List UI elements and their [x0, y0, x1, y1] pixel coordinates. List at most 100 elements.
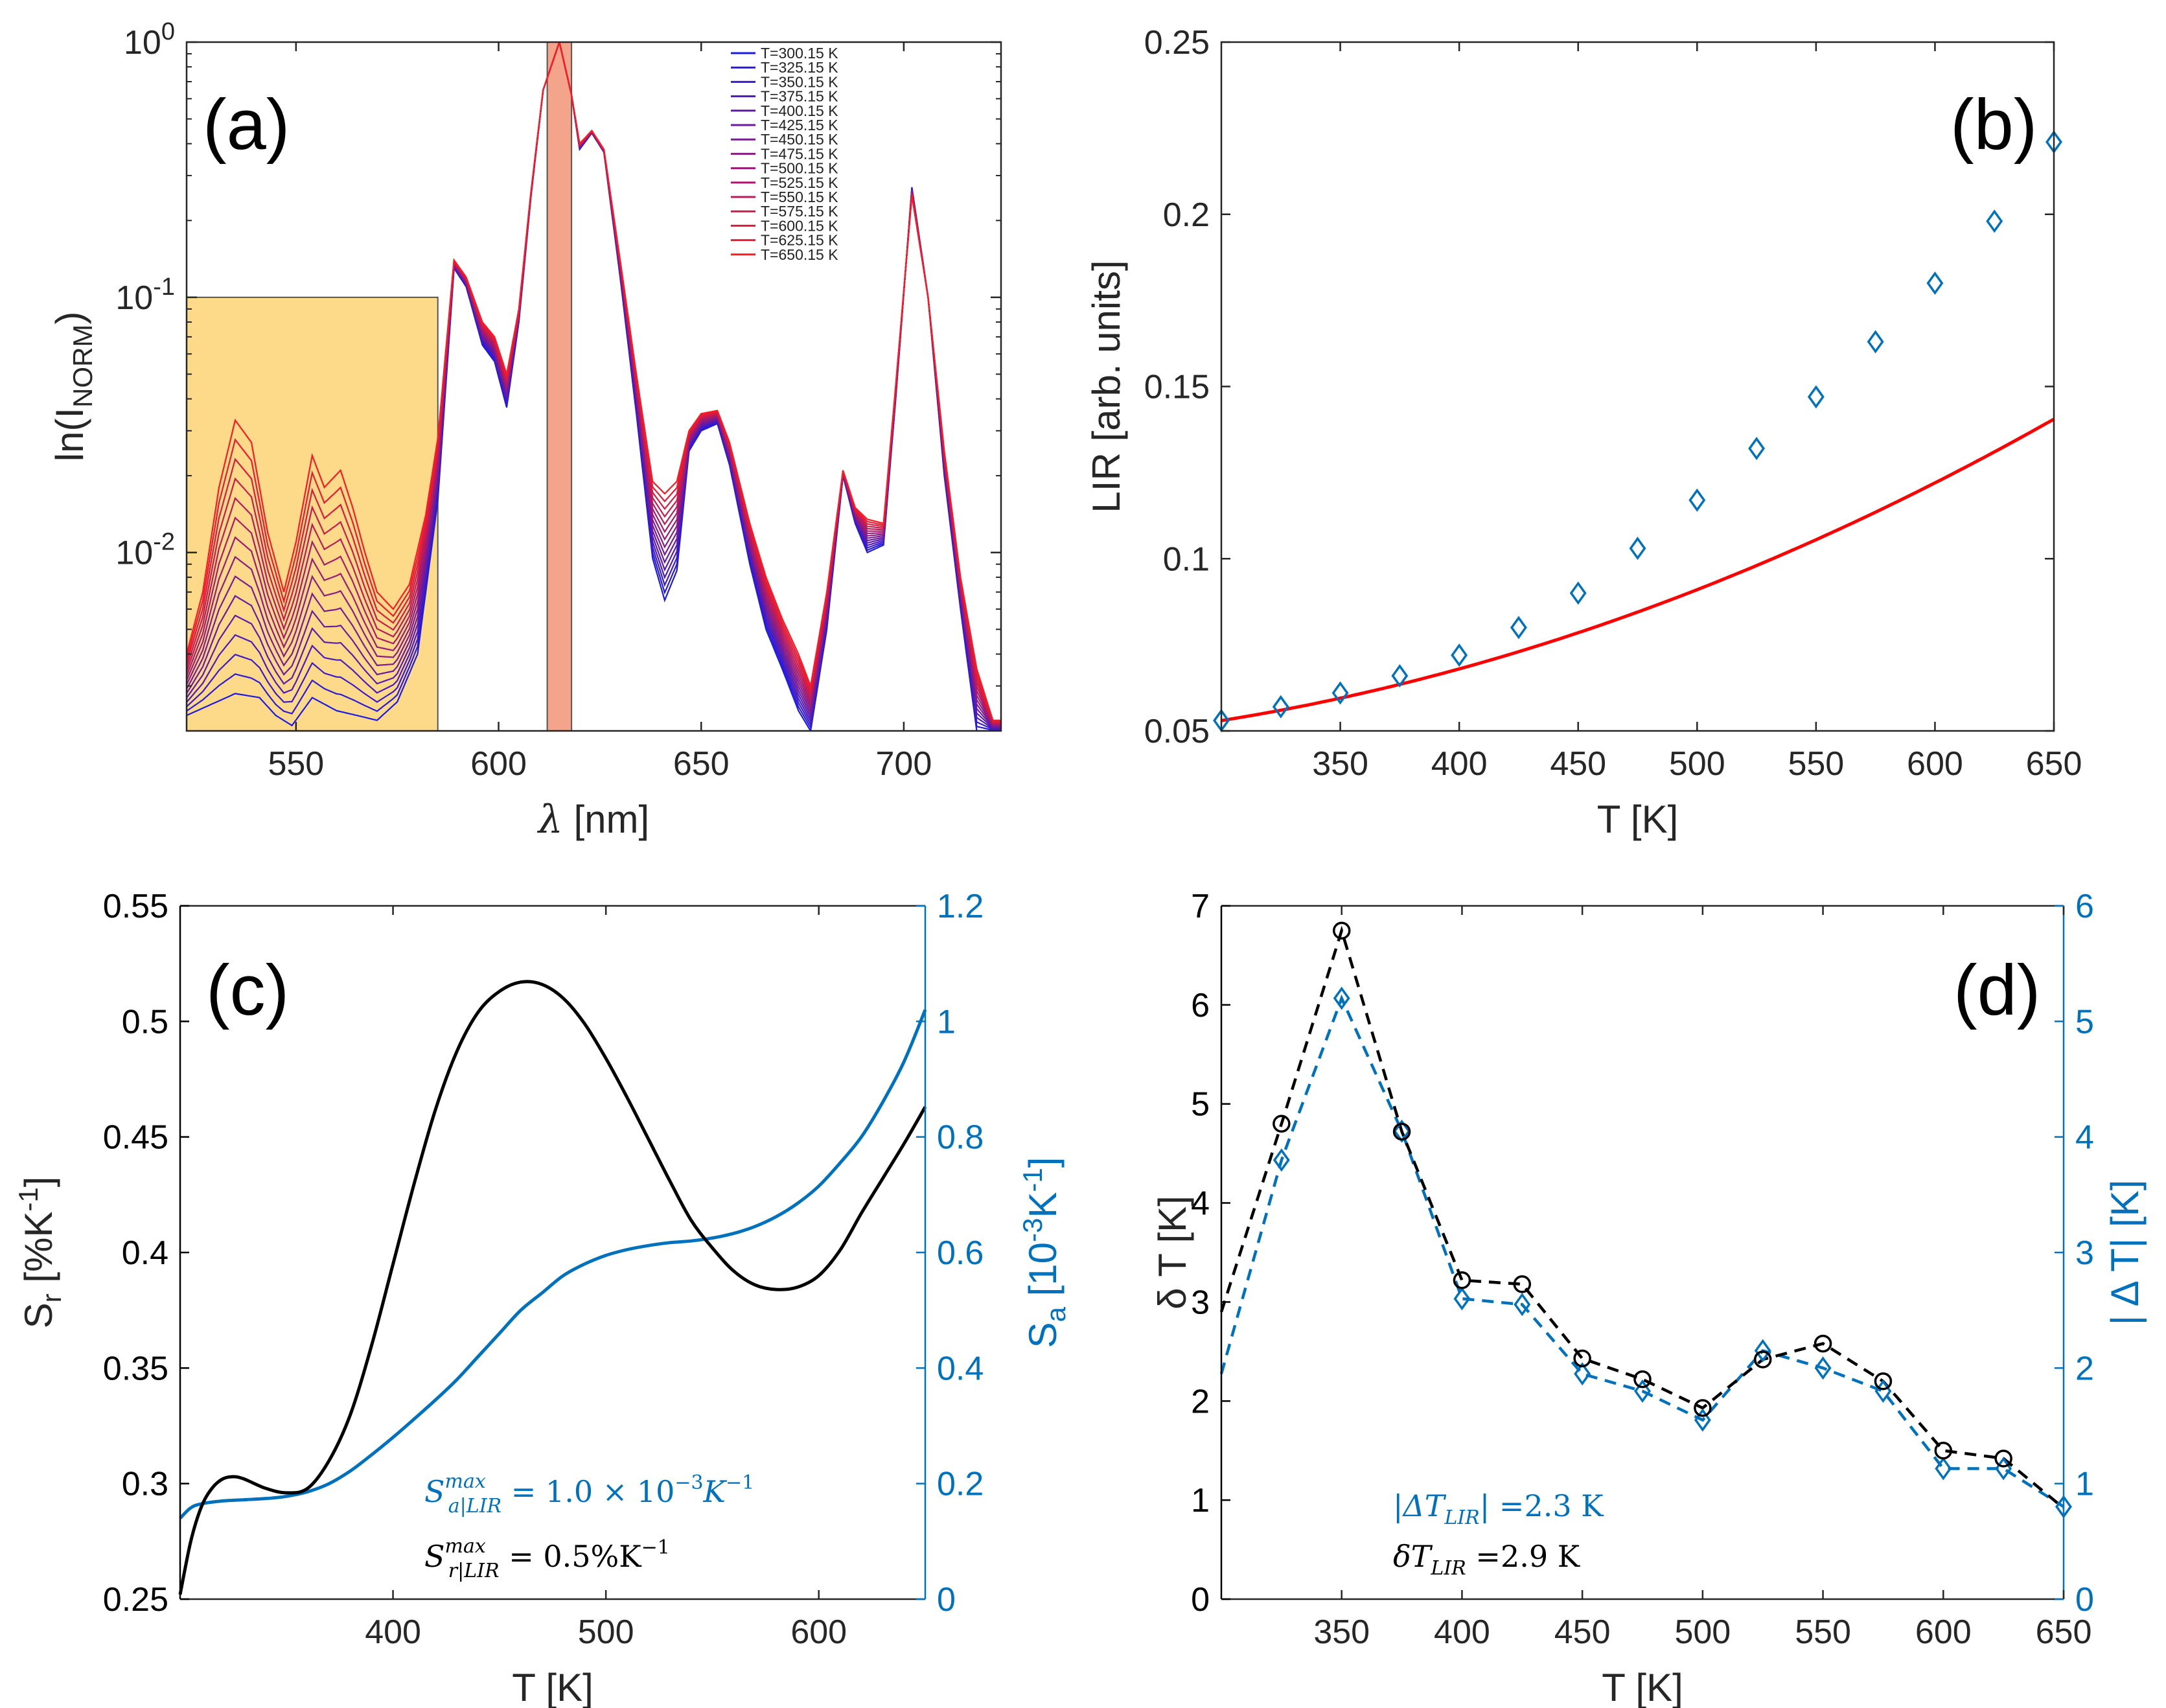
b-point-diamond: [1510, 616, 1527, 640]
a-legend-label: T=475.15 K: [761, 145, 838, 162]
d-ytick-left-label: 0: [1191, 1581, 1210, 1619]
c-ann2-sup: max: [445, 1535, 486, 1558]
b-y-axis-label: LIR [arb. units]: [1085, 260, 1128, 513]
d-ann1-prefix: |Δ: [1393, 1488, 1425, 1523]
c-ytick-left-label: 0.55: [103, 888, 168, 925]
c-ann2-base: S: [424, 1539, 445, 1574]
d-delta-t-line: [1219, 925, 2065, 1510]
c-yl-close: ]: [17, 1177, 60, 1188]
c-sr-curve: [178, 980, 927, 1595]
c-ytick-right-label: 0.6: [937, 1234, 984, 1272]
d-ytick-left-label: 2: [1191, 1383, 1210, 1420]
a-ytick-label: 10-2: [115, 529, 175, 572]
a-ylabel-sub: NORM: [67, 325, 98, 408]
c-ann1-tail: K: [703, 1474, 728, 1509]
a-x-axis-label: λ [nm]: [537, 797, 649, 842]
d-ytick-right-label: 5: [2075, 1003, 2094, 1041]
b-point-diamond: [1331, 681, 1349, 705]
c-annotation-sr-max: Smax r|LIR = 0.5%K−1: [424, 1535, 670, 1582]
d-marker-circle: [1392, 1122, 1411, 1141]
d-ytick-left-label: 6: [1191, 987, 1210, 1024]
b-panel-label: (b): [1950, 85, 2037, 165]
d-marker-circle: [1513, 1275, 1532, 1293]
d-xtick-label: 550: [1795, 1613, 1851, 1651]
c-panel-label: (c): [206, 951, 289, 1030]
d-ann2-value: 2.9 K: [1501, 1539, 1581, 1574]
b-axes-box: [1220, 41, 2055, 732]
c-yr-sub: a: [1041, 1306, 1071, 1322]
d-xtick-label: 650: [2036, 1613, 2092, 1651]
d-panel-label: (d): [1953, 951, 2040, 1030]
d-markers: [1273, 921, 2072, 1519]
a-legend-label: T=600.15 K: [761, 217, 838, 234]
a-shaded-region-salmon: [546, 41, 573, 732]
d-xtick-label: 350: [1313, 1613, 1370, 1651]
a-y-axis-label: ln(INORM): [48, 312, 98, 462]
a-legend-label: T=525.15 K: [761, 174, 838, 191]
a-axes-box: [185, 41, 1002, 732]
b-point-diamond: [1807, 385, 1825, 409]
c-x-axis-label: T [K]: [512, 1666, 593, 1708]
c-xtick-label: 600: [790, 1613, 847, 1651]
c-yr-sup: -3: [1017, 1218, 1048, 1242]
a-legend-label: T=300.15 K: [761, 45, 838, 62]
d-marker-circle: [1332, 921, 1351, 940]
panel-b: 350 400 450 500 550 600 6500.050.10.150.20.25 …: [1085, 24, 2082, 841]
c-ytick-right-label: 1: [937, 1003, 956, 1041]
d-ann1-value: 2.3 K: [1524, 1488, 1604, 1523]
d-marker-circle: [1694, 1399, 1712, 1417]
c-left-axis-label: Sr [%K-1]: [13, 1177, 67, 1329]
d-xtick-label: 500: [1674, 1613, 1731, 1651]
a-xlabel-symbol: λ: [537, 797, 563, 842]
b-xtick-label: 450: [1550, 745, 1606, 783]
c-xtick-label: 500: [578, 1613, 634, 1651]
d-ann2-sym: T: [1411, 1539, 1433, 1574]
a-xtick-label: 550: [268, 745, 324, 783]
a-xlabel-unit: [nm]: [563, 798, 649, 841]
d-marker-diamond: [1333, 986, 1350, 1010]
c-yl-sup: -1: [13, 1187, 43, 1211]
c-ytick-left-label: 0.45: [103, 1119, 168, 1157]
d-ytick-right-label: 0: [2075, 1581, 2094, 1619]
b-ytick-label: 0.1: [1163, 540, 1210, 578]
d-ann1-sub: LIR: [1444, 1506, 1479, 1529]
d-marker-diamond: [1514, 1293, 1531, 1317]
d-ytick-left-label: 4: [1191, 1185, 1210, 1223]
a-ytick-base: 10: [115, 535, 153, 572]
a-legend-label: T=575.15 K: [761, 203, 838, 220]
b-point-diamond: [1272, 695, 1289, 719]
c-ytick-right-label: 0.2: [937, 1466, 984, 1503]
d-right-axis-label: | Δ T| [K]: [2103, 1180, 2147, 1326]
d-ytick-right-label: 4: [2075, 1119, 2094, 1157]
a-ylabel-main: ln(I: [48, 408, 91, 461]
d-marker-diamond: [1453, 1287, 1471, 1311]
d-marker-circle: [1273, 1114, 1291, 1133]
a-xtick-label: 700: [876, 745, 932, 783]
b-fit-curve: [1221, 417, 2055, 722]
b-point-diamond: [1451, 643, 1468, 667]
panel-c: 400 500 600 0.25 0.3 0.35 0.4 0.45 0.5 0.55 0 0.2 0.…: [13, 888, 1071, 1708]
a-panel-label: (a): [203, 85, 290, 165]
d-marker-diamond: [1814, 1356, 1832, 1380]
c-ytick-left-label: 0.5: [122, 1003, 168, 1041]
c-ytick-right-label: 0: [937, 1581, 956, 1619]
c-ann2-exp: −1: [641, 1536, 670, 1559]
d-xtick-label: 400: [1434, 1613, 1490, 1651]
d-ytick-right-label: 3: [2075, 1234, 2094, 1272]
a-ytick-exp: -1: [153, 273, 175, 301]
a-legend-label: T=550.15 K: [761, 189, 838, 205]
b-data-points: [1213, 130, 2062, 733]
d-ytick-left-label: 3: [1191, 1284, 1210, 1321]
a-legend-label: T=350.15 K: [761, 73, 838, 90]
d-ytick-left-label: 5: [1191, 1086, 1210, 1124]
d-marker-circle: [1814, 1334, 1832, 1353]
d-marker-circle: [1753, 1350, 1772, 1368]
b-point-diamond: [1569, 581, 1587, 605]
c-ann1-sup: max: [445, 1470, 486, 1493]
b-xtick-label: 650: [2026, 745, 2082, 783]
d-xtick-label: 600: [1915, 1613, 1972, 1651]
c-ann1-text: = 1.0 × 10: [501, 1474, 674, 1509]
c-ytick-right-label: 0.8: [937, 1119, 984, 1157]
